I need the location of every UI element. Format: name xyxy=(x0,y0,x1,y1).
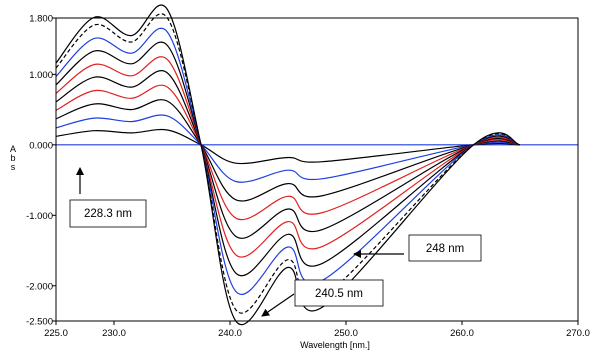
callout-label: 248 nm xyxy=(426,243,464,255)
x-tick-label: 260.0 xyxy=(450,328,474,339)
axes-frame xyxy=(52,17,579,325)
y-tick-label: -2.000 xyxy=(26,281,53,292)
y-tick-label: 1.000 xyxy=(29,70,53,81)
series-line-1 xyxy=(55,128,521,165)
series-line-7 xyxy=(55,41,521,277)
y-axis-title-char: A xyxy=(10,144,16,154)
y-axis-title-char: s xyxy=(11,162,16,172)
x-tick-label: 225.0 xyxy=(44,328,68,339)
y-tick-label: -2.500 xyxy=(26,317,53,328)
x-tick-label: 240.0 xyxy=(218,328,242,339)
series-line-5 xyxy=(55,70,521,239)
annotation-layer: 228.3 nm 240.5 nm 248 nm xyxy=(69,167,482,317)
series-line-10 xyxy=(55,4,521,326)
y-axis-title-char: b xyxy=(10,153,15,163)
plot-frame xyxy=(55,17,579,322)
series-line-3 xyxy=(55,99,521,202)
series-line-4 xyxy=(55,84,521,221)
series-line-2 xyxy=(55,114,521,183)
callout-box xyxy=(294,279,384,307)
x-tick-label: 250.0 xyxy=(334,328,358,339)
callout-label: 240.5 nm xyxy=(315,288,363,300)
callout-label: 228.3 nm xyxy=(84,208,132,220)
x-tick-label: 270.0 xyxy=(566,328,590,339)
y-tick-label: 0.000 xyxy=(29,140,53,151)
y-tick-label: -1.000 xyxy=(26,211,53,222)
callout-arrow xyxy=(261,293,295,317)
x-axis-title: Wavelength [nm.] xyxy=(300,340,370,350)
callout-box xyxy=(408,234,482,262)
series-line-8 xyxy=(55,27,521,295)
series-line-6 xyxy=(55,56,521,258)
tick-labels: 225.0 230.0 240.0 250.0 260.0 270.0 1.800 1.000… xyxy=(26,14,590,340)
y-tick-label: 1.800 xyxy=(29,14,53,25)
x-tick-label: 230.0 xyxy=(102,328,126,339)
series-line-9 xyxy=(55,13,521,314)
callout-box xyxy=(69,199,147,228)
series-layer xyxy=(55,4,578,326)
